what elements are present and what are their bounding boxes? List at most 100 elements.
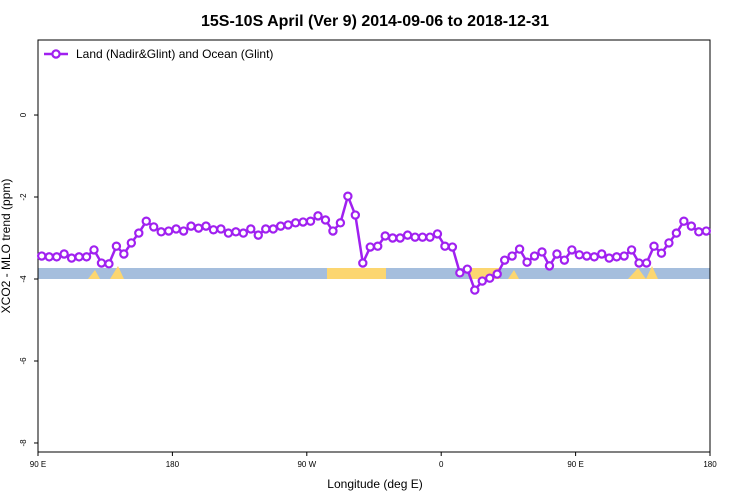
point <box>499 255 510 265</box>
point <box>447 242 458 252</box>
x-tick-label: 0 <box>439 460 444 469</box>
point <box>694 227 704 237</box>
point <box>275 221 286 231</box>
x-tick-label: 90 E <box>30 460 46 469</box>
point <box>290 218 301 228</box>
point <box>253 230 263 240</box>
point <box>178 226 189 236</box>
point <box>387 233 398 243</box>
point <box>37 251 47 261</box>
point <box>477 276 487 286</box>
point <box>649 241 659 251</box>
point <box>96 258 107 268</box>
y-tick-label: -4 <box>19 275 28 283</box>
point <box>238 228 249 238</box>
point <box>664 238 674 248</box>
point <box>522 257 532 267</box>
point <box>417 232 428 242</box>
point <box>574 250 585 260</box>
point <box>89 245 99 255</box>
point <box>186 221 196 231</box>
point <box>261 224 271 234</box>
point <box>604 253 614 263</box>
point <box>410 232 420 242</box>
point <box>104 259 114 269</box>
point <box>514 244 525 254</box>
surface-band <box>38 266 710 279</box>
point <box>126 238 137 248</box>
point <box>44 252 54 262</box>
point <box>537 247 547 257</box>
point <box>462 264 473 274</box>
point <box>268 224 278 234</box>
point <box>552 249 562 259</box>
point <box>686 221 697 231</box>
point <box>373 241 383 251</box>
point <box>671 228 682 238</box>
x-tick-label: 90 W <box>297 460 316 469</box>
point <box>701 226 711 236</box>
point <box>455 268 465 278</box>
legend-label: Land (Nadir&Glint) and Ocean (Glint) <box>76 47 273 61</box>
point <box>544 261 555 271</box>
x-tick-label: 180 <box>166 460 180 469</box>
point <box>641 258 652 268</box>
point <box>134 228 144 238</box>
point <box>335 218 346 228</box>
point <box>589 252 599 262</box>
point <box>328 226 338 236</box>
point <box>141 216 151 226</box>
point <box>619 251 629 261</box>
y-tick-label: -8 <box>19 439 28 447</box>
point <box>440 241 450 251</box>
point <box>223 228 234 238</box>
point <box>231 227 241 237</box>
x-tick-label: 180 <box>703 460 717 469</box>
legend-marker <box>51 49 61 59</box>
point <box>492 269 502 279</box>
point <box>611 252 622 262</box>
point <box>216 224 226 234</box>
y-tick-label: -2 <box>19 193 28 201</box>
point <box>208 225 219 235</box>
point <box>350 210 361 220</box>
point <box>380 231 390 241</box>
point <box>343 191 353 201</box>
point <box>283 220 293 230</box>
y-axis-label: XCO2 - MLO trend (ppm) <box>0 179 13 314</box>
point <box>51 252 62 262</box>
x-tick-label: 90 E <box>567 460 583 469</box>
point <box>246 224 256 234</box>
point <box>59 249 69 259</box>
point <box>111 241 122 251</box>
point <box>395 233 405 243</box>
point <box>425 232 435 242</box>
point <box>679 216 689 226</box>
point <box>626 245 637 255</box>
point <box>193 223 204 233</box>
point <box>298 217 308 227</box>
point <box>119 249 129 259</box>
point <box>529 251 540 261</box>
point <box>81 252 92 262</box>
point <box>201 221 211 231</box>
point <box>74 252 84 262</box>
chart-title: 15S-10S April (Ver 9) 2014-09-06 to 2018… <box>201 13 549 30</box>
point <box>507 251 517 261</box>
point <box>320 215 331 225</box>
point <box>485 273 495 283</box>
x-axis-label: Longitude (deg E) <box>327 477 422 491</box>
point <box>597 249 607 259</box>
point <box>432 229 443 239</box>
point <box>358 258 368 268</box>
point <box>634 258 644 268</box>
point <box>470 285 480 295</box>
y-tick-label: 0 <box>19 112 28 117</box>
point <box>567 245 577 255</box>
point <box>365 242 375 252</box>
point <box>163 226 174 236</box>
point <box>156 227 166 237</box>
point <box>582 251 592 261</box>
plot-frame <box>37 39 711 453</box>
